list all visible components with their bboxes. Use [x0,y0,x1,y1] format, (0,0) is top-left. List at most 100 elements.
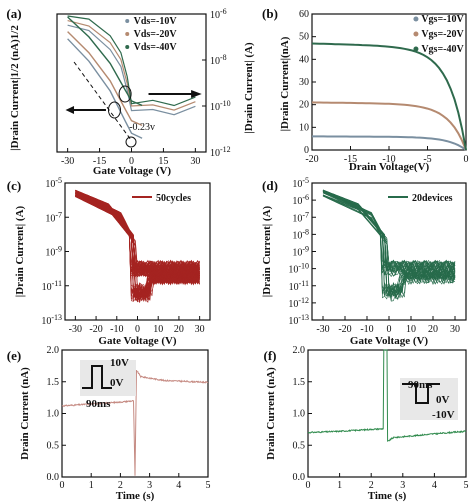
transfer-ytick-label: 10-8 [292,227,309,241]
transfer-curve-backward [322,189,456,272]
panel-b-ytick-label: 50 [299,32,309,43]
transfer-ytick-label: 10-13 [41,313,62,327]
transfer-ytick-label: 10-9 [45,245,62,259]
panel-a-circle-left [107,101,121,119]
trace-xlabel: Time (s) [116,490,155,502]
transfer-xtick-label: -30 [316,324,329,335]
transfer-xtick-label: 20 [428,324,438,335]
panel-b-ylabel: |Drain Current|(nA) [279,36,291,131]
transfer-ytick-label: 10-5 [292,176,309,190]
panel-b-legend-entry: Vgs=-10V [421,14,464,25]
panel-a-legend-entry: Vds=-20V [134,29,178,40]
trace-line [61,369,209,476]
trace-xtick-label: 3 [147,480,152,491]
trace-ytick-label: 1.5 [47,377,60,388]
pulse-waveform [82,365,112,389]
trace-ytick-label: 1.5 [293,377,306,388]
panel-f-label: (f) [264,348,277,363]
panel-b-xtick-label: -10 [382,154,395,165]
panel-b-legend-marker [413,16,419,22]
trace-xtick-label: 1 [337,480,342,491]
panel-c-label: (c) [7,178,21,193]
transfer-xlabel: Gate Voltage (V) [98,335,177,347]
pulse-label: 10V [110,357,129,369]
panel-b-curve [312,135,467,151]
trace-ytick-label: 0.5 [293,440,306,451]
panel-a-xtick-label: -30 [61,156,74,167]
transfer-curve-backward [322,195,456,278]
trace-line [307,349,467,443]
transfer-ylabel: |Drain Current| (A) [261,205,273,297]
panel-b-ytick-label: 60 [299,9,309,20]
transfer-legend-entry: 50cycles [156,193,191,204]
panel-a-circle-right [118,85,132,103]
transfer-ytick-label: 10-13 [288,313,309,327]
transfer-ytick-label: 10-7 [45,210,62,224]
trace-xtick-label: 0 [306,480,311,491]
transfer-ytick-label: 10-11 [289,279,309,293]
panel-a-xtick-label: 30 [190,156,200,167]
panel-b-xlabel: Drain Voltage(V) [349,161,430,173]
trace-xtick-label: 5 [206,480,211,491]
trace-xtick-label: 5 [464,480,469,491]
panel-a-ytick-right-label: 10-10 [210,99,231,113]
transfer-xtick-label: 0 [135,324,140,335]
transfer-curve-forward [322,190,456,296]
panel-a-legend-marker [125,32,130,36]
trace-ytick-label: 2.0 [293,345,306,356]
panel-a-ytick-right-label: 10-8 [210,53,227,67]
panel-a-xlabel: Gate Voltage (V) [93,165,172,177]
transfer-xtick-label: 20 [174,324,184,335]
panel-a-legend-entry: Vds=-40V [134,42,178,53]
trace-ytick-label: 0.5 [47,440,60,451]
pulse-waveform [402,383,440,404]
transfer-ytick-label: 10-9 [292,245,309,259]
transfer-ytick-label: 10-7 [292,210,309,224]
panel-b-ytick-label: 40 [299,54,309,65]
panel-a-arrowhead-right [191,90,202,98]
transfer-xtick-label: -30 [69,324,82,335]
panel-b-legend-marker [413,31,419,37]
transfer-xtick-label: -10 [360,324,373,335]
panel-b-ytick-label: 20 [299,100,309,111]
panel-b-legend-entry: Vgs=-40V [421,44,464,55]
transfer-xtick-label: 0 [387,324,392,335]
panel-a-legend-marker [125,19,130,23]
trace-xtick-label: 4 [432,480,437,491]
transfer-curve-backward [75,192,200,274]
panel-a-ytick-right-label: 10-12 [210,145,231,159]
panel-a-legend-marker [125,45,130,49]
transfer-xtick-label: 10 [406,324,416,335]
trace-ytick-label: 1.0 [293,409,306,420]
pulse-inset-box [80,360,136,396]
panel-a-legend-entry: Vds=-10V [134,16,178,27]
pulse-label: 0V [110,377,124,389]
transfer-curve-forward [322,194,456,298]
panel-b-xtick-label: -5 [423,154,431,165]
transfer-curve-forward [322,195,456,301]
panel-a-ylabel-left: |Drain Current|1/2 (nA)1/2 [9,25,21,151]
transfer-xtick-label: -10 [110,324,123,335]
panel-a-ytick-right-label: 10-6 [210,7,227,21]
trace-ytick-label: 0.0 [47,472,60,483]
trace-xtick-label: 1 [89,480,94,491]
transfer-curve-backward [322,191,456,273]
trace-xtick-label: 3 [400,480,405,491]
transfer-xtick-label: -20 [338,324,351,335]
panel-a-sqrt-curve [67,31,143,127]
transfer-curve-forward [322,191,456,299]
panel-b-label: (b) [262,6,278,21]
panel-b-xtick-label: -20 [305,154,318,165]
trace-xtick-label: 0 [60,480,65,491]
trace-ytick-label: 0.0 [293,472,306,483]
trace-ylabel: Drain Current (nA) [265,367,277,460]
panel-a-annotation: -0.23v [129,122,155,133]
panel-a-label: (a) [6,6,21,21]
transfer-curve-forward [322,191,456,298]
panel-a-log-curve [67,24,196,116]
transfer-xtick-label: 10 [153,324,163,335]
transfer-curve-backward [75,189,200,272]
trace-xtick-label: 2 [118,480,123,491]
panel-a-extrapolation [73,61,132,141]
